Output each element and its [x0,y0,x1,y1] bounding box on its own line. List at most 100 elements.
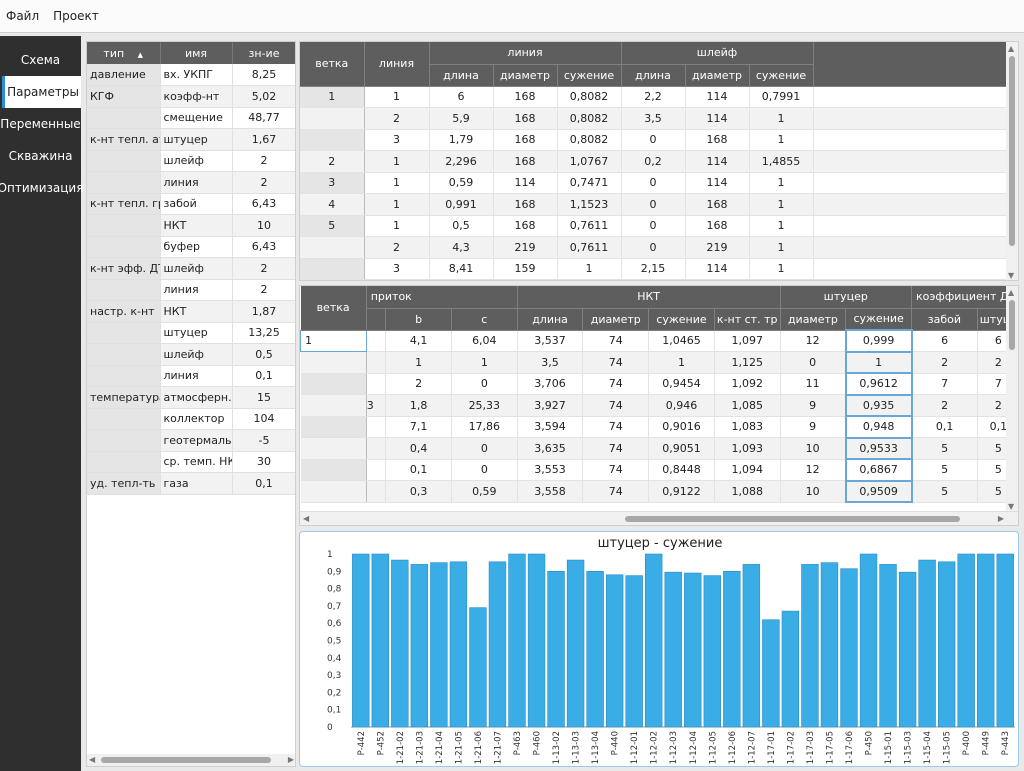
data-cell[interactable]: 6,04 [451,330,518,352]
bar-1-21-02[interactable] [391,559,409,728]
nav-item-parameters[interactable]: Параметры [2,76,81,108]
param-value-cell[interactable]: 1,87 [232,300,295,323]
data-cell[interactable]: 1,097 [714,330,781,352]
data-cell[interactable]: 1 [364,215,430,237]
param-value-cell[interactable]: 5,02 [232,85,295,108]
data-cell[interactable]: 168 [493,86,558,108]
data-cell[interactable]: 3,553 [517,459,584,481]
param-row[interactable]: ср. темп. НКТ30 [87,451,295,473]
data-cell[interactable]: 1,092 [714,373,781,395]
bar-1-12-04[interactable] [684,572,702,728]
data-cell[interactable]: 0,5 [429,215,494,237]
data-cell[interactable]: 74 [582,416,650,438]
data-cell[interactable]: 1 [364,172,430,194]
data-cell[interactable]: 2 [911,394,978,417]
branch-cell[interactable] [300,373,367,395]
bar-Р-449[interactable] [977,553,995,728]
param-value-cell[interactable]: 6,43 [232,193,295,215]
data-cell[interactable]: 168 [685,129,750,151]
branch-cell[interactable] [300,459,367,481]
data-cell[interactable]: 2 [385,373,452,395]
choke-constriction-cell[interactable]: 0,9612 [844,372,913,396]
table-row[interactable]: 7,1 17,86 3,594 74 0,9016 1,083 9 0,948 0,1 0,1 [300,415,1018,439]
scroll-up-icon[interactable]: ▲ [1008,288,1015,297]
data-cell[interactable]: 2,2 [621,86,686,108]
data-cell[interactable]: 5 [911,437,978,460]
bar-Р-450[interactable] [859,553,878,728]
menu-file[interactable]: Файл [6,9,40,23]
data-cell[interactable]: 2,15 [621,258,686,280]
choke-constriction-cell[interactable]: 0,9509 [844,479,913,503]
data-cell[interactable] [366,416,387,438]
param-row[interactable]: линия 0,1 [87,365,295,387]
data-cell[interactable]: 12 [780,459,847,481]
data-cell[interactable]: 0,9051 [648,437,715,460]
column-header-sub[interactable]: забой [911,308,978,331]
data-cell[interactable]: 1 [648,351,715,374]
data-cell[interactable]: 1 [749,236,814,259]
data-cell[interactable]: 114 [685,150,750,173]
data-cell[interactable]: 114 [685,86,750,108]
column-header-sub[interactable]: сужение [557,64,622,87]
data-cell[interactable]: 1 [749,129,814,151]
data-cell[interactable]: 3,558 [517,480,584,503]
data-cell[interactable]: 1 [749,215,814,237]
data-cell[interactable]: 168 [685,193,750,216]
scroll-up-icon[interactable]: ▲ [1008,44,1015,53]
data-cell[interactable]: 159 [493,258,558,280]
table-row[interactable]: 1 1 3,5 74 1 1,125 0 1 2 2 [300,350,1018,374]
bar-Р-442[interactable] [352,553,370,728]
data-cell[interactable]: 1,1523 [557,193,622,216]
branch-cell[interactable] [300,480,367,503]
table-row[interactable]: 1 1 6 168 0,8082 2,2 114 0,7991 [300,86,1008,108]
column-header-sub[interactable] [366,308,387,331]
param-row[interactable]: линия 2 [87,171,295,194]
data-cell[interactable]: 3,594 [517,416,584,438]
bar-1-17-05[interactable] [820,562,839,728]
data-cell[interactable]: 114 [685,107,750,130]
choke-constriction-cell[interactable]: 0,9533 [844,436,913,460]
data-cell[interactable]: 9 [780,416,847,438]
data-cell[interactable]: 3 [364,258,430,280]
column-header-sub[interactable]: к-нт ст. тр [714,308,781,331]
scrollbar-thumb[interactable] [1009,300,1015,350]
data-cell[interactable]: 1 [749,258,814,280]
data-cell[interactable]: 0 [621,236,686,259]
param-value-cell[interactable]: 48,77 [232,107,295,129]
scroll-right-icon[interactable]: ▶ [997,514,1004,523]
table-row[interactable]: 2 0 3,706 74 0,9454 1,092 11 0,9612 7 7 [300,372,1018,396]
data-cell[interactable]: 3,537 [517,330,584,352]
column-header-line-no[interactable]: линия [364,42,430,87]
bar-1-21-05[interactable] [449,561,468,728]
param-row[interactable]: НКТ 10 [87,214,295,237]
table-row[interactable]: 2 5,9 168 0,8082 3,5 114 1 [300,107,1008,130]
bar-Р-443[interactable] [996,553,1014,728]
data-cell[interactable]: 0,8082 [557,107,622,130]
scroll-down-icon[interactable]: ▼ [1008,271,1015,280]
data-cell[interactable]: 1 [749,172,814,194]
data-cell[interactable]: 0,991 [429,193,494,216]
branch-cell[interactable] [300,236,365,259]
data-cell[interactable]: 4,1 [385,330,452,352]
data-cell[interactable]: 10 [780,480,847,503]
data-cell[interactable]: 1 [749,193,814,216]
data-cell[interactable]: 0,59 [429,172,494,194]
data-cell[interactable]: 0,7471 [557,172,622,194]
data-cell[interactable]: 7,1 [385,416,452,438]
data-cell[interactable]: 3 [364,129,430,151]
scroll-left-icon[interactable]: ◀ [89,755,96,764]
branch-cell[interactable]: 4 [300,193,365,216]
table-row[interactable]: 1 4,1 6,04 3,537 74 1,0465 1,097 12 0,999 6 6 [300,329,1018,353]
param-row[interactable]: настр. к-нт НКТ 1,87 [87,300,295,323]
bar-1-15-05[interactable] [937,561,956,728]
data-cell[interactable] [366,351,387,374]
column-header-sub[interactable]: c [451,308,518,331]
branch-cell[interactable] [300,107,365,130]
data-cell[interactable] [366,330,387,352]
data-cell[interactable]: 168 [493,129,558,151]
data-cell[interactable]: 0,8082 [557,129,622,151]
bar-Р-452[interactable] [371,553,389,728]
param-row[interactable]: шлейф 0,5 [87,343,295,366]
bar-Р-463[interactable] [508,553,526,728]
scroll-left-icon[interactable]: ◀ [303,514,310,523]
